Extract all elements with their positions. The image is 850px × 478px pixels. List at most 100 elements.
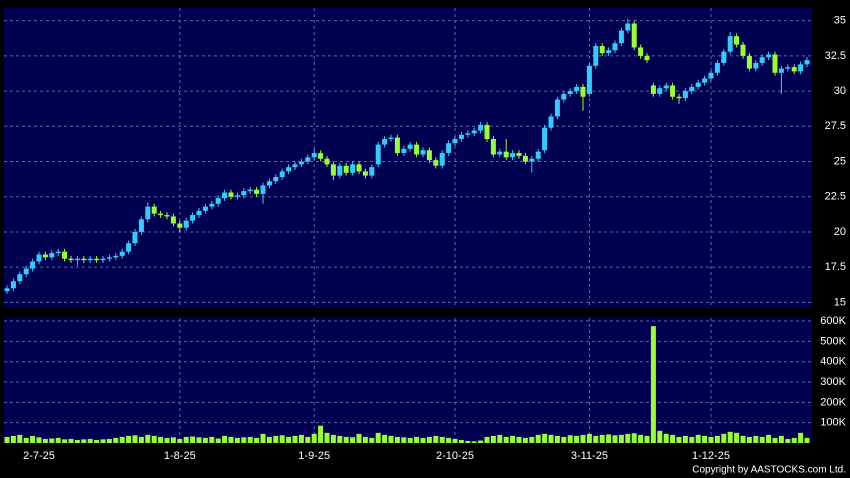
volume-bar <box>721 433 727 443</box>
volume-bar <box>522 437 528 443</box>
volume-bar <box>465 440 471 443</box>
candle-body <box>30 261 36 269</box>
candle-body <box>254 189 260 194</box>
candle-body <box>401 148 407 154</box>
candle-body <box>94 258 100 261</box>
candle-body <box>177 223 183 228</box>
volume-bar <box>446 437 452 443</box>
volume-bar <box>433 435 439 443</box>
volume-bar <box>382 434 388 443</box>
volume-bar <box>202 437 208 443</box>
volume-bar <box>798 432 804 443</box>
candle-body <box>298 161 304 165</box>
y-tick-label: 17.5 <box>825 261 846 273</box>
candle-body <box>311 153 317 158</box>
volume-bar <box>55 437 61 443</box>
candle-body <box>164 215 170 217</box>
candle-body <box>471 130 477 134</box>
y-tick-label: 100K <box>820 417 846 429</box>
candle-body <box>356 164 362 172</box>
volume-bar <box>542 433 548 443</box>
volume-bar <box>593 435 599 443</box>
candle-body <box>478 124 484 131</box>
candle-body <box>734 36 740 45</box>
candle-body <box>87 258 93 261</box>
y-tick-label: 500K <box>820 335 846 347</box>
candle-body <box>228 192 234 197</box>
volume-bar <box>388 435 394 443</box>
candle-body <box>497 151 503 155</box>
candle-body <box>151 206 157 214</box>
candle-body <box>126 243 132 252</box>
volume-bar <box>4 436 10 443</box>
candle-body <box>74 258 80 261</box>
candle-body <box>145 206 151 220</box>
volume-bar <box>215 438 221 443</box>
x-tick-label: 2-10-25 <box>436 450 474 462</box>
volume-bar <box>337 435 343 443</box>
volume-bar <box>753 435 759 443</box>
candle-body <box>670 85 676 97</box>
candle-body <box>42 254 48 258</box>
y-tick-label: 35 <box>834 15 846 27</box>
volume-bar <box>42 438 48 443</box>
volume-bar <box>100 439 106 443</box>
candle-body <box>522 155 528 162</box>
volume-bar <box>350 437 356 443</box>
candle-body <box>682 91 688 99</box>
candle-body <box>343 165 349 173</box>
volume-bar <box>695 434 701 443</box>
volume-bar <box>177 438 183 443</box>
volume-bar <box>682 435 688 443</box>
candle-body <box>574 86 580 92</box>
volume-bar <box>612 435 618 443</box>
volume-bar <box>10 435 16 443</box>
volume-bar <box>241 437 247 443</box>
y-tick-label: 20 <box>834 226 846 238</box>
candle-body <box>49 253 55 258</box>
volume-bar <box>759 436 765 443</box>
volume-bar <box>670 434 676 443</box>
candle-body <box>785 67 791 69</box>
volume-bar <box>311 433 317 443</box>
volume-bar <box>401 437 407 443</box>
candle-body <box>222 192 228 199</box>
candle-body <box>586 65 592 94</box>
candle-body <box>708 72 714 79</box>
candle-body <box>606 50 612 54</box>
candle-body <box>158 213 164 216</box>
volume-bar <box>279 435 285 443</box>
candle-body <box>510 153 516 158</box>
volume-bar <box>778 435 784 443</box>
candle-body <box>714 62 720 73</box>
volume-bar <box>132 435 138 443</box>
volume-bar <box>503 436 509 443</box>
x-tick-label: 1-12-25 <box>692 450 730 462</box>
x-tick-label: 1-8-25 <box>164 450 196 462</box>
volume-bar <box>158 436 164 443</box>
candle-body <box>484 124 490 139</box>
x-tick-label: 1-9-25 <box>298 450 330 462</box>
volume-bar <box>586 433 592 443</box>
candle-body <box>503 151 509 158</box>
volume-bar <box>375 432 381 443</box>
volume-bar <box>676 436 682 443</box>
candle-body <box>132 231 138 244</box>
volume-bar <box>631 433 637 443</box>
candle-body <box>68 258 74 261</box>
volume-bar <box>554 435 560 443</box>
volume-bar <box>151 435 157 443</box>
volume-bar <box>580 434 586 443</box>
candle-body <box>612 43 618 51</box>
candle-body <box>798 64 804 72</box>
candle-body <box>766 54 772 58</box>
candle-body <box>388 137 394 139</box>
volume-bar <box>746 436 752 443</box>
volume-bar <box>36 437 42 443</box>
candle-body <box>183 220 189 228</box>
candle-body <box>548 116 554 128</box>
volume-bar <box>17 434 23 443</box>
volume-bar <box>618 434 624 443</box>
volume-bar <box>113 437 119 443</box>
volume-bar <box>804 437 810 443</box>
